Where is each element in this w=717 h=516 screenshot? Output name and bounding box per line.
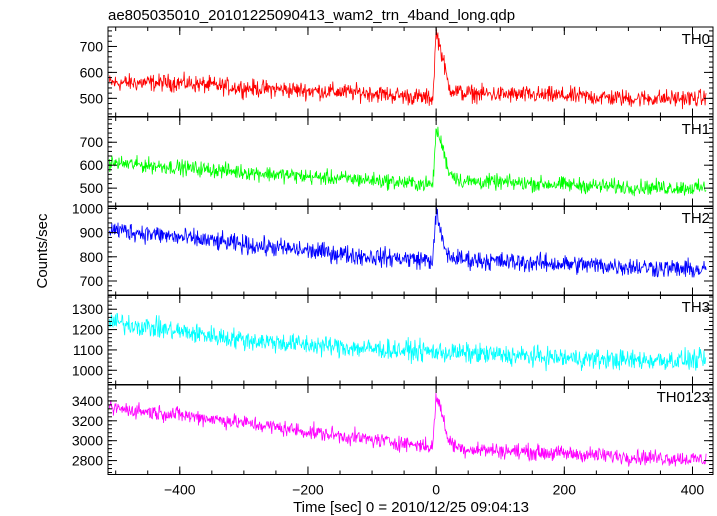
panel-frame: [107, 205, 714, 296]
y-tick-label: 900: [80, 225, 104, 241]
panel-th2: 700 800 900 1000 TH2: [72, 200, 714, 296]
y-tick-label: 1100: [73, 342, 103, 358]
y-tick-label: 1200: [72, 322, 103, 338]
series-line-th0123: [108, 392, 707, 467]
panel-th3: 1000 1100 1200 1300 TH3: [72, 294, 714, 385]
y-tick-label: 1300: [72, 301, 103, 317]
x-tick-label: 0: [432, 482, 440, 498]
y-tick-label: 3400: [72, 393, 103, 409]
y-tick-label: 3000: [72, 433, 103, 449]
panel-frame: [107, 116, 714, 207]
y-tick-label: 600: [80, 64, 104, 80]
panel-label-th0123: TH0123: [657, 389, 710, 406]
y-tick-label: 500: [80, 90, 104, 106]
y-tick-label: 800: [80, 249, 104, 265]
panel-label-th3: TH3: [682, 299, 710, 316]
y-tick-label: 3200: [72, 413, 103, 429]
y-tick-label: 1000: [72, 362, 103, 378]
series-line-th2: [108, 206, 707, 278]
panel-label-th1: TH1: [682, 121, 710, 138]
chart-title: ae805035010_20101225090413_wam2_trn_4ban…: [108, 7, 515, 24]
panel-frame: [107, 294, 714, 385]
y-tick-label: 600: [80, 157, 104, 173]
panel-th0123: 2800 3000 3200 3400 TH0123: [72, 384, 714, 475]
panel-th0: 500 600 700 TH0: [80, 26, 714, 117]
series-line-th1: [108, 126, 707, 197]
x-tick-label: 400: [681, 482, 705, 498]
x-tick-label: −200: [292, 482, 324, 498]
series-line-th3: [108, 312, 707, 372]
y-tick-label: 700: [80, 273, 104, 289]
panel-frame: [107, 384, 714, 475]
x-tick-label: −400: [164, 482, 196, 498]
y-tick-label: 1000: [72, 200, 103, 216]
y-tick-label: 500: [80, 180, 104, 196]
x-axis-label: Time [sec] 0 = 2010/12/25 09:04:13: [293, 499, 529, 516]
y-tick-label: 700: [80, 134, 104, 150]
panel-th1: 500 600 700 TH1: [80, 116, 714, 207]
series-line-th0: [108, 29, 707, 110]
panels-group: 500 600 700 TH0 500 600 700 TH1 700 800 900 1000 TH2…: [72, 26, 714, 498]
y-tick-label: 2800: [72, 453, 103, 469]
y-axis-label: Counts/sec: [34, 213, 51, 289]
panel-label-th2: TH2: [682, 210, 710, 227]
y-tick-label: 700: [80, 38, 104, 54]
x-tick-label: 200: [553, 482, 577, 498]
panel-label-th0: TH0: [682, 31, 710, 48]
